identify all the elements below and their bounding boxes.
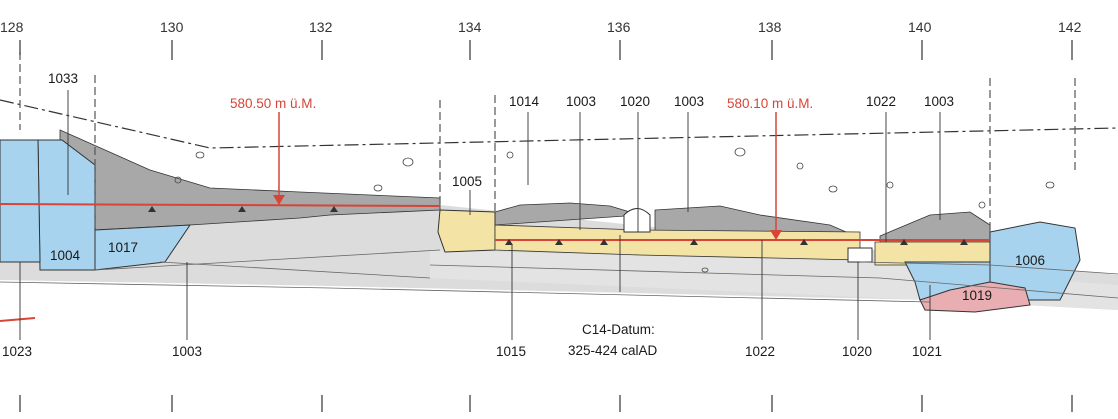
feature-label: 1003 [924,94,954,109]
arrowhead-580-10 [770,230,782,240]
feature-label: 1020 [842,344,872,359]
axis-tick-label: 142 [1058,19,1082,35]
leader-lines [19,90,941,340]
feature-label: 1023 [2,344,32,359]
stone-left-edge [0,139,41,263]
feature-label: 1021 [912,344,942,359]
c14-datum-range: 325-424 calAD [568,343,658,358]
feature-label: 1015 [496,344,526,359]
stone-1019 [919,281,1031,313]
top-axis: 128 130 132 134 136 138 140 142 [0,19,1082,35]
axis-tick-label: 132 [309,19,333,35]
stone-1020-a [623,208,651,233]
feature-label: 1003 [566,94,596,109]
axis-tick-label: 134 [458,19,482,35]
feature-label: 1022 [866,94,896,109]
surface-line [0,99,1118,149]
axis-tick-label: 140 [908,19,932,35]
axis-tick-label: 130 [160,19,184,35]
stone-1005 [437,209,496,253]
c14-datum-label: C14-Datum: [582,322,655,337]
arrowhead-580-50 [273,195,285,205]
feature-label: 1003 [172,344,202,359]
datum-line-tick [0,317,36,322]
feature-label: 1033 [48,71,78,86]
feature-label: 1020 [620,94,650,109]
axis-ticks [19,40,1073,412]
boundary-lines [0,249,1118,303]
elevation-label-580-50: 580.50 m ü.M. [230,96,316,111]
feature-label: 1014 [509,94,540,109]
datum-line-left [0,203,441,207]
axis-tick-label: 136 [607,19,631,35]
inclusions [148,206,968,245]
layer-1003-far [879,211,991,243]
feature-label: 1003 [674,94,704,109]
fill-stones [174,147,1055,273]
feature-label-inline: 1006 [1015,253,1045,268]
feature-label-inline: 1019 [962,288,992,303]
axis-tick-label: 128 [0,19,24,35]
elevation-label-580-10: 580.10 m ü.M. [727,96,813,111]
feature-label: 1005 [452,174,482,189]
stone-1020-b [847,247,873,263]
trench-edges [19,52,1076,230]
feature-label: 1022 [745,344,775,359]
axis-tick-label: 138 [758,19,782,35]
feature-label-inline: 1017 [108,240,138,255]
feature-label-inline: 1004 [50,248,81,263]
